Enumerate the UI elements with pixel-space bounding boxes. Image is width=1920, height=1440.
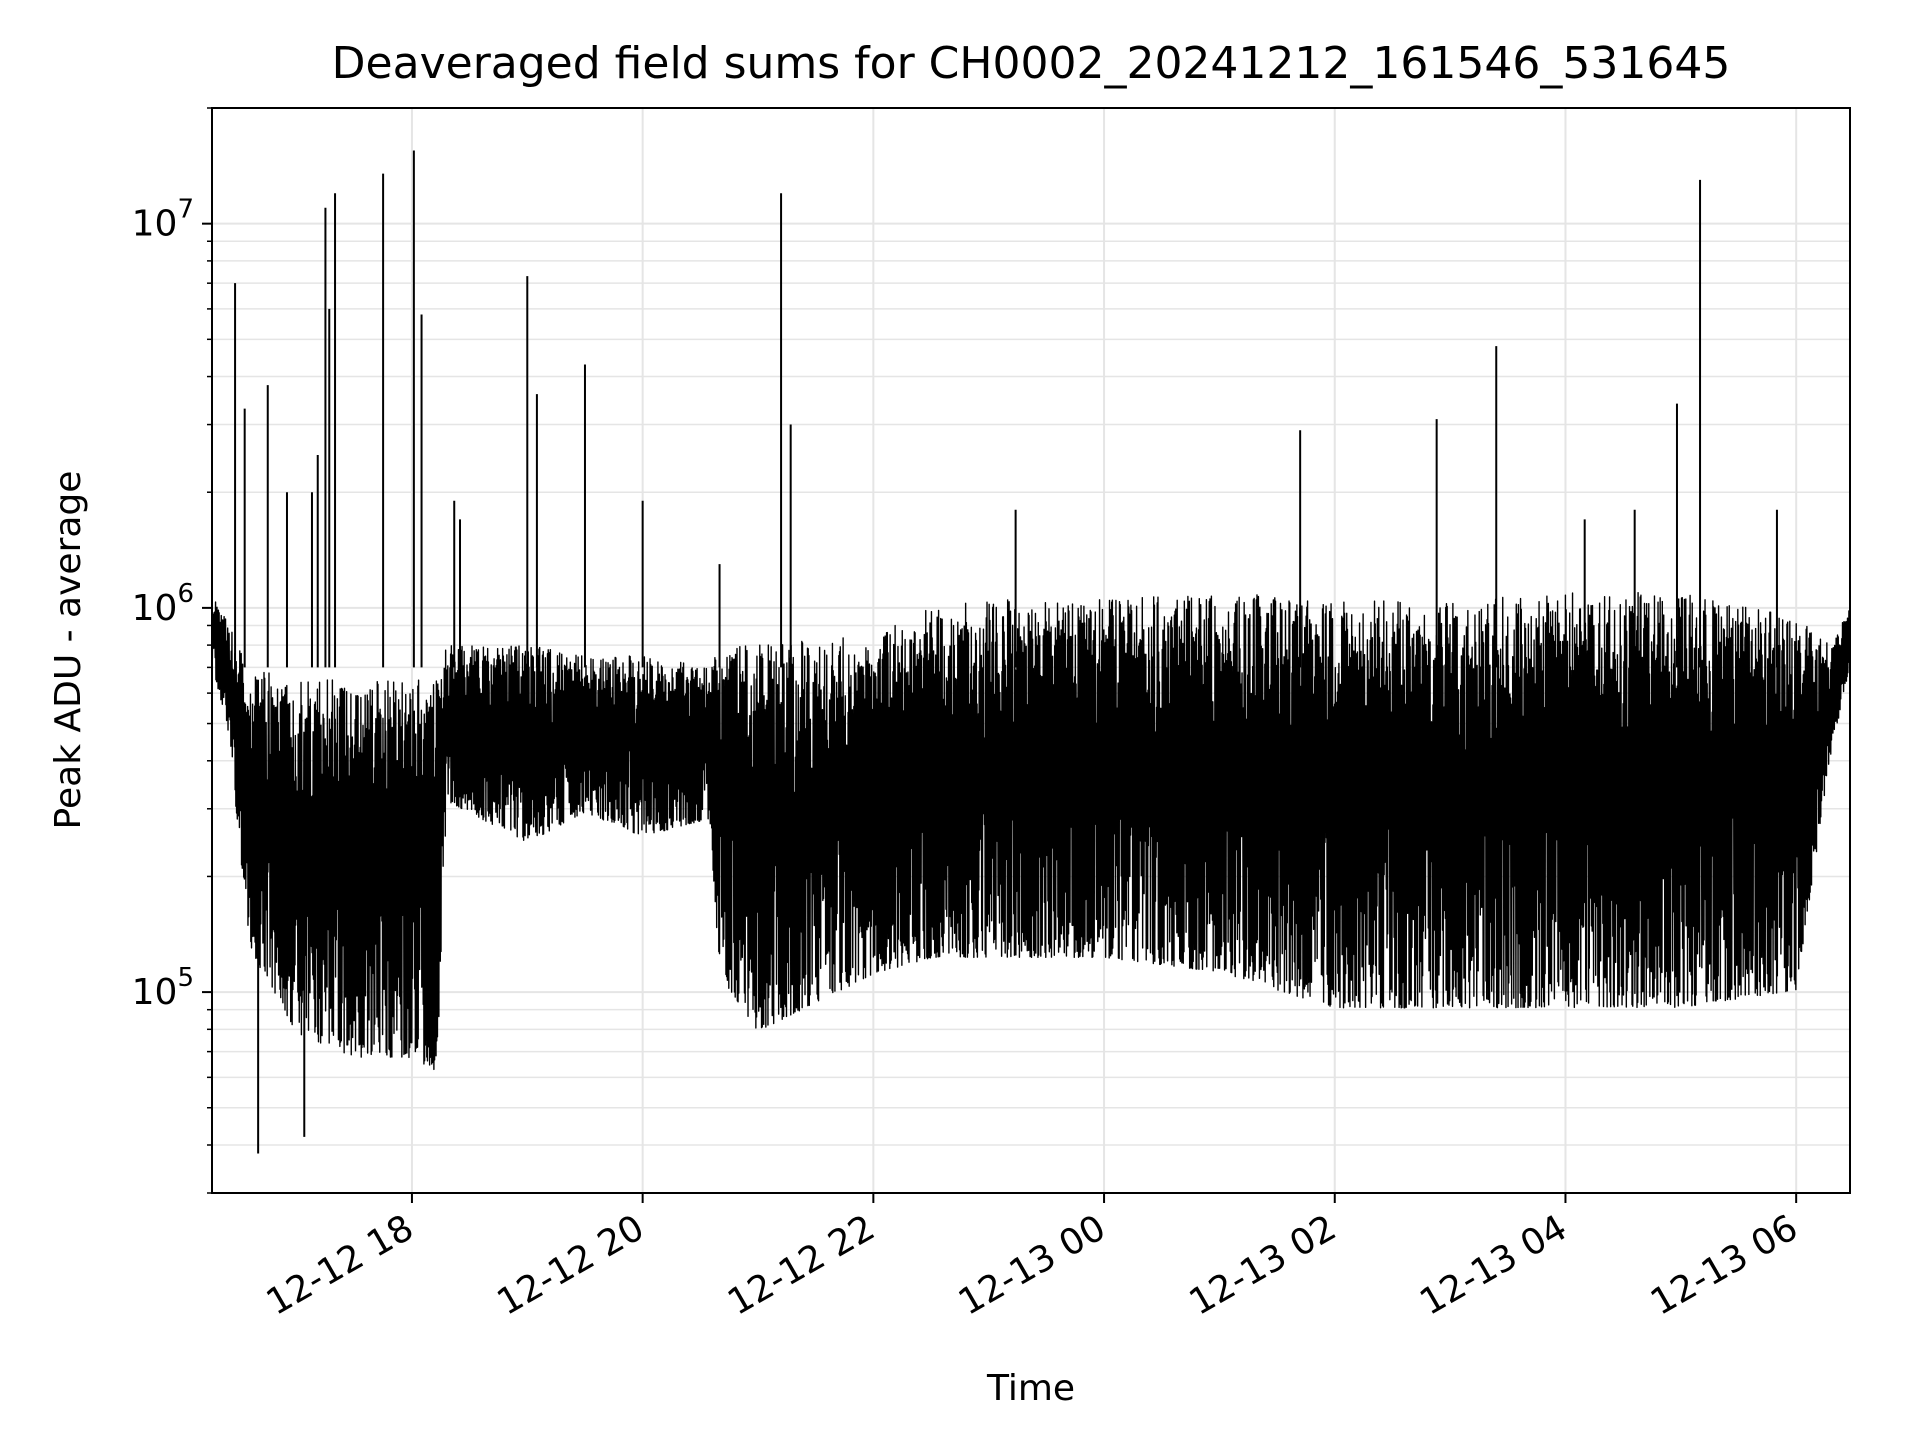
- chart-title: Deaveraged field sums for CH0002_2024121…: [332, 38, 1731, 89]
- y-tick-label: 105: [132, 963, 194, 1013]
- x-axis-label: Time: [986, 1368, 1075, 1409]
- data-area: [211, 150, 1851, 1154]
- y-axis-label: Peak ADU - average: [48, 471, 89, 830]
- y-tick-label: 107: [132, 195, 194, 245]
- y-tick-label: 106: [132, 579, 194, 629]
- plot-frame: [211, 107, 1851, 1194]
- series-line: [211, 591, 1851, 1071]
